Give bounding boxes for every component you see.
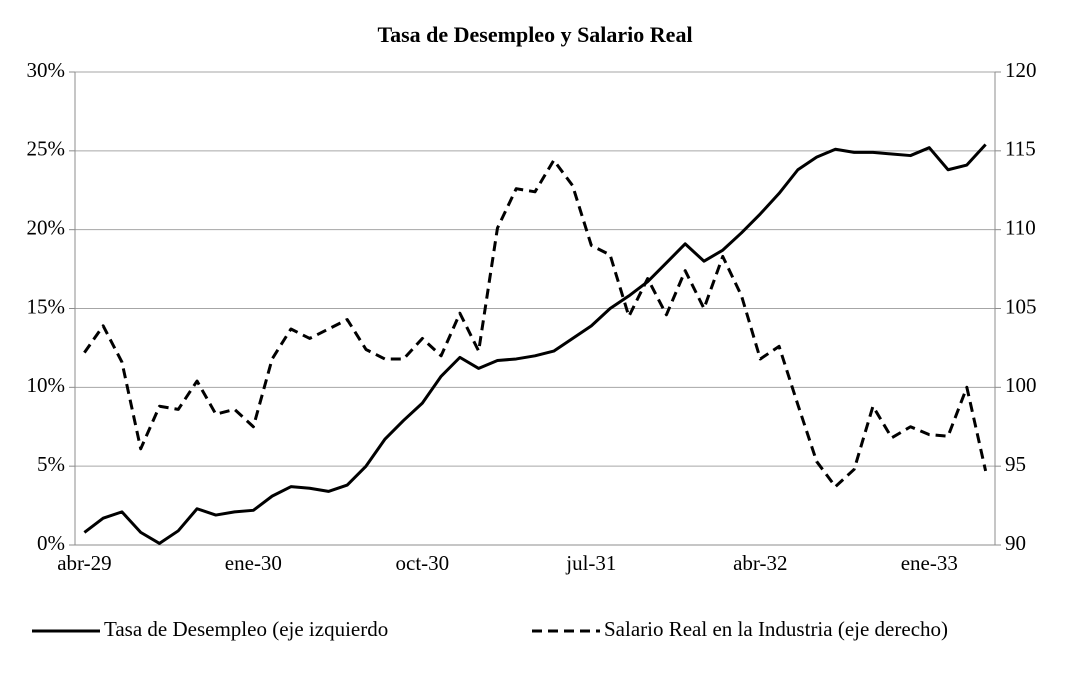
y2-tick-label: 100 xyxy=(1005,373,1037,397)
y2-tick-label: 120 xyxy=(1005,58,1037,82)
y2-tick-label: 105 xyxy=(1005,294,1037,318)
y-tick-label: 20% xyxy=(27,215,66,239)
x-tick-label: abr-29 xyxy=(57,551,111,575)
series-line xyxy=(83,158,988,489)
y-tick-label: 0% xyxy=(37,531,65,555)
y2-tick-label: 110 xyxy=(1005,215,1036,239)
x-tick-label: oct-30 xyxy=(396,551,450,575)
y2-tick-label: 115 xyxy=(1005,137,1036,161)
x-tick-label: ene-33 xyxy=(901,551,958,575)
legend-label: Tasa de Desempleo (eje izquierdo xyxy=(104,617,388,641)
x-tick-label: jul-31 xyxy=(565,551,616,575)
y-tick-label: 10% xyxy=(27,373,66,397)
y-tick-label: 5% xyxy=(37,452,65,476)
y-tick-label: 25% xyxy=(27,137,66,161)
y-tick-label: 30% xyxy=(27,58,66,82)
y2-tick-label: 90 xyxy=(1005,531,1026,555)
y2-tick-label: 95 xyxy=(1005,452,1026,476)
legend-label: Salario Real en la Industria (eje derech… xyxy=(604,617,948,641)
series-line xyxy=(83,143,987,545)
x-tick-label: ene-30 xyxy=(225,551,282,575)
chart-title: Tasa de Desempleo y Salario Real xyxy=(377,22,692,47)
x-tick-label: abr-32 xyxy=(733,551,787,575)
y-tick-label: 15% xyxy=(27,294,66,318)
